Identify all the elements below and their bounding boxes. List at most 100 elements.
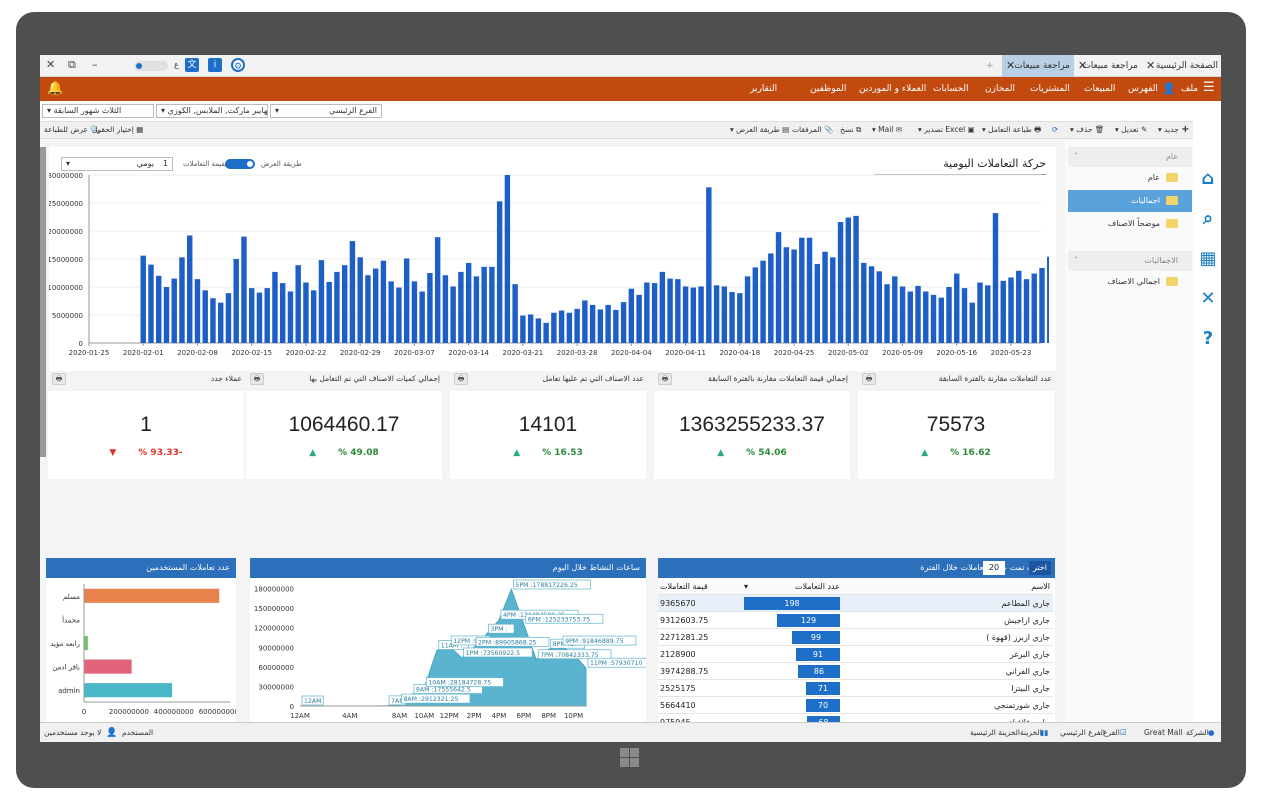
col-value-header[interactable]: قيمة التعاملات — [660, 582, 708, 591]
windows-logo-icon[interactable] — [620, 748, 640, 768]
print-button[interactable]: ▾ طباعة التعامل 🖶 — [982, 125, 1042, 134]
bar — [605, 304, 611, 343]
bar — [140, 255, 146, 343]
print-view-button[interactable]: عرض للطباعة 🔍 — [44, 125, 100, 134]
table-row[interactable]: 5664410 70 جاري شورتمنجي — [658, 697, 1053, 714]
x-tick-label: 2020-02-15 — [231, 349, 272, 357]
menu-purchases[interactable]: المشتريات — [1030, 84, 1070, 94]
x-tick-label: 2020-03-14 — [448, 349, 489, 357]
menu-stores[interactable]: المخازن — [985, 84, 1015, 94]
help-icon[interactable]: ? — [1202, 328, 1214, 349]
bar — [233, 259, 239, 343]
tab-sales-review[interactable]: ✕ مراجعة مبيعات — [1076, 55, 1142, 77]
bar — [1047, 256, 1049, 343]
delete-button[interactable]: ▾ حذف 🗑 — [1070, 125, 1105, 134]
tree-group-general[interactable]: ˄ عام — [1068, 147, 1192, 167]
choose-fields-button[interactable]: إختيار الحقول ▦ — [92, 125, 144, 134]
table-row[interactable]: 9312603.75 129 جاري ازاجيش — [658, 612, 1053, 629]
new-tab-button[interactable]: + — [986, 61, 994, 71]
bar — [396, 287, 402, 343]
notifications-bell-icon[interactable]: 🔔 — [47, 81, 64, 96]
tab-sales-review-active[interactable]: ✕ مراجعة مبيعات — [1002, 55, 1074, 77]
bar — [84, 635, 88, 651]
menu-reports[interactable]: التقارير — [750, 84, 778, 94]
cell-value: 9312603.75 — [660, 616, 709, 625]
close-tab-icon[interactable]: ✕ — [1006, 59, 1016, 72]
home-icon[interactable]: ⌂ — [1201, 168, 1215, 189]
kpi-print-icon[interactable]: 🖶 — [250, 373, 264, 385]
display-mode-button[interactable]: ▾ طريقة العرض ▤ — [730, 125, 790, 134]
stores-select[interactable]: ▾ الهايبر ماركت, الملابس, الكوزي... — [156, 104, 268, 118]
branch-label: الفرع — [1103, 728, 1120, 737]
refresh-icon[interactable]: ⟳ — [1052, 125, 1059, 134]
menu-file[interactable]: ملف — [1181, 84, 1199, 94]
menu-sales[interactable]: المبيعات — [1084, 84, 1116, 94]
tree-item-items-detail[interactable]: موضحاً الاصناف — [1068, 213, 1192, 235]
restore-window-icon[interactable]: ⧉ — [68, 58, 76, 71]
tree-item-items-total[interactable]: اجمالي الاصناف — [1068, 271, 1192, 293]
tree-group-totals[interactable]: ˄ الاجماليات — [1068, 251, 1192, 271]
table-row[interactable]: 975945 68 جاري فلافيلتو — [658, 714, 1053, 722]
bar — [985, 285, 991, 343]
search-icon[interactable]: ⌕ — [1202, 208, 1214, 229]
minimize-window-icon[interactable]: – — [92, 58, 98, 71]
x-tick-label: 2020-02-29 — [340, 349, 381, 357]
kpi-value: 1064460.17 — [288, 413, 400, 436]
cell-count: 198 — [784, 599, 800, 608]
cell-count-bar: 86 — [798, 665, 840, 678]
kpi-print-icon[interactable]: 🖶 — [454, 373, 468, 385]
table-row[interactable]: 3974288.75 86 جاري الفراني — [658, 663, 1053, 680]
col-count-header[interactable]: ▾ عدد التعاملات — [744, 582, 840, 591]
table-row[interactable]: 2271281.25 99 جاري ازبرز (قهوة ) — [658, 629, 1053, 646]
bar — [1023, 279, 1030, 343]
table-row[interactable]: 2525175 71 جاري البيتزا — [658, 680, 1053, 697]
export-excel-button[interactable]: ▾ تصدير Excel ▣ — [918, 125, 975, 134]
bar — [1016, 270, 1022, 343]
toggle-switch[interactable] — [134, 61, 168, 71]
close-window-icon[interactable]: ✕ — [46, 58, 56, 71]
info-icon[interactable]: i — [208, 58, 222, 72]
data-label-box — [463, 647, 533, 658]
data-label: 12AM — [304, 698, 321, 705]
value-toggle[interactable] — [225, 159, 255, 169]
choose-button[interactable]: اختر — [1029, 561, 1051, 575]
menu-index[interactable]: الفهرس — [1128, 84, 1158, 94]
new-button[interactable]: ▾ جديد + — [1158, 124, 1190, 135]
kpi-print-icon[interactable]: 🖶 — [52, 373, 66, 385]
close-tab-icon[interactable]: ✕ — [1078, 59, 1088, 72]
close-tab-icon[interactable]: ✕ — [1146, 59, 1156, 72]
copy-button[interactable]: نسخ ⧉ — [840, 125, 862, 134]
col-name-header[interactable]: الاسم — [1031, 582, 1050, 591]
kpi-print-icon[interactable]: 🖶 — [658, 373, 672, 385]
bar — [388, 281, 394, 343]
treasury-label: الخزينة — [1020, 728, 1042, 737]
kpi-change-value: % 16.62 — [950, 448, 991, 458]
kpi-print-icon[interactable]: 🖶 — [862, 373, 876, 385]
branch-select[interactable]: ▾ الفرع الرئيسي — [270, 104, 382, 118]
hamburger-menu-icon[interactable]: ☰ — [1203, 80, 1215, 95]
edit-button[interactable]: ▾ تعديل ✎ — [1115, 125, 1148, 134]
tree-item-general[interactable]: عام — [1068, 167, 1192, 189]
menu-accounts[interactable]: الحسابات — [933, 84, 969, 94]
bar — [349, 241, 356, 343]
y-tick-label: 15000000 — [49, 256, 83, 264]
table-row[interactable]: 9365670 198 جاري المطاعم — [658, 595, 1053, 612]
mail-button[interactable]: ▾ Mail ✉ — [872, 125, 903, 134]
menu-employees[interactable]: الموظفين — [810, 84, 847, 94]
settings-icon[interactable]: ⚙ — [231, 58, 245, 72]
menu-customers-suppliers[interactable]: العملاء و الموردين — [859, 84, 927, 94]
top-n-input[interactable]: 20 — [983, 561, 1005, 575]
grouping-select[interactable]: ▾ يومي 1 — [61, 157, 173, 171]
table-row[interactable]: 2128900 91 جاري البرغر — [658, 646, 1053, 663]
windows-icon[interactable]: ▦ — [1199, 248, 1217, 269]
tools-icon[interactable]: ✕ — [1200, 288, 1216, 309]
tree-item-totals[interactable]: اجماليات — [1068, 190, 1192, 212]
attachments-button[interactable]: المرفقات 📎 — [792, 125, 834, 134]
activity-hours-chart: 0 30000000 60000000 90000000 120000000 150000… — [254, 579, 646, 720]
bar — [334, 271, 340, 343]
period-select[interactable]: ▾ الثلاث شهور السابقة — [42, 104, 154, 118]
tab-home[interactable]: ✕ الصفحة الرئيسية — [1144, 55, 1220, 77]
category-label: مسلم — [63, 593, 80, 601]
language-icon[interactable]: 文 — [185, 58, 199, 72]
scrollbar[interactable] — [40, 147, 46, 457]
